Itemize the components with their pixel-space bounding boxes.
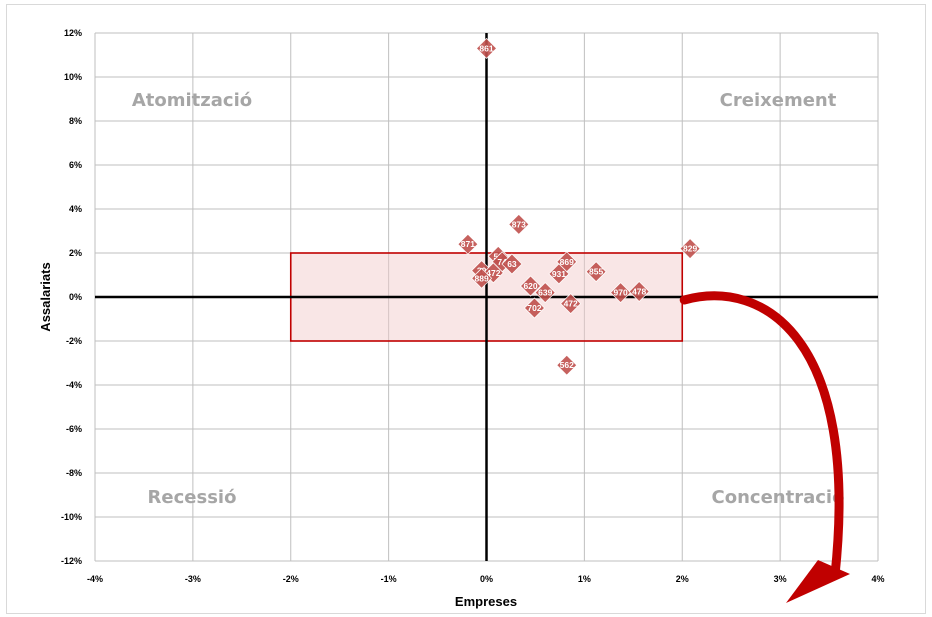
y-axis-title: Assalariats xyxy=(38,262,53,331)
data-point-label: 861 xyxy=(479,43,493,53)
x-tick-label: 3% xyxy=(774,574,787,584)
x-tick-label: -3% xyxy=(185,574,201,584)
data-point xyxy=(560,293,582,315)
concentration-arrow xyxy=(679,291,844,580)
data-point-label: 855 xyxy=(589,267,603,277)
x-tick-label: -1% xyxy=(381,574,397,584)
data-point xyxy=(519,275,542,297)
x-tick-label: -4% xyxy=(87,574,103,584)
x-tick-label: 4% xyxy=(871,574,884,584)
data-point-label: 562 xyxy=(560,360,574,370)
data-point-label: 63 xyxy=(507,259,517,269)
y-tick-label: -6% xyxy=(66,424,82,434)
chart-frame xyxy=(6,4,926,614)
data-point xyxy=(679,238,701,260)
data-point-label: 74 xyxy=(497,257,507,267)
data-point-label: 871 xyxy=(461,239,475,249)
data-point-label: 829 xyxy=(683,244,697,254)
y-tick-label: 0% xyxy=(69,292,82,302)
y-tick-label: -8% xyxy=(66,468,82,478)
data-point-label: 478 xyxy=(632,287,646,297)
data-point xyxy=(610,282,632,304)
data-point xyxy=(628,280,650,303)
arrow-layer xyxy=(679,291,850,603)
data-point xyxy=(548,263,570,285)
data-point xyxy=(523,297,546,319)
y-tick-label: 2% xyxy=(69,248,82,258)
data-point-label: 472 xyxy=(486,268,500,278)
data-point xyxy=(457,233,479,255)
data-point-label: 472 xyxy=(564,299,578,309)
y-tick-label: 10% xyxy=(64,72,82,82)
data-point xyxy=(508,213,530,235)
quadrant-label-top-right: Creixement xyxy=(720,90,837,111)
x-tick-label: 1% xyxy=(578,574,591,584)
y-tick-label: -10% xyxy=(61,512,82,522)
x-tick-label: 2% xyxy=(676,574,689,584)
data-point xyxy=(471,267,493,289)
point-layer: 8618738718295274638692047293185588962063… xyxy=(457,37,701,376)
data-point xyxy=(501,253,523,275)
data-point-label: 873 xyxy=(512,219,526,229)
x-axis-title: Empreses xyxy=(455,594,517,609)
concentration-arrowhead xyxy=(786,560,850,603)
y-tick-label: 8% xyxy=(69,116,82,126)
data-point-label: 702 xyxy=(527,303,541,313)
y-tick-label: 4% xyxy=(69,204,82,214)
data-point-label: 869 xyxy=(560,257,574,267)
data-point xyxy=(534,282,556,304)
y-tick-label: 12% xyxy=(64,28,82,38)
zero-axis-layer xyxy=(95,33,878,561)
data-point-label: 931 xyxy=(552,269,566,279)
data-point-label: 620 xyxy=(523,281,537,291)
data-point xyxy=(556,354,578,376)
tick-label-layer: -4% -3% -2% -1% 0% 1% 2% 3% 4% -12% -10% -8% -6% -4% -… xyxy=(61,28,885,584)
y-tick-label: -4% xyxy=(66,380,82,390)
data-point xyxy=(585,261,607,283)
quadrant-label-top-left: Atomització xyxy=(132,90,252,111)
x-tick-label: -2% xyxy=(283,574,299,584)
quadrant-label-bottom-left: Recessió xyxy=(148,487,237,508)
data-point-label: 639 xyxy=(538,288,552,298)
data-point-label: 889 xyxy=(475,273,489,283)
quadrant-label-layer: Atomització Creixement Recessió Concentr… xyxy=(132,90,845,508)
y-tick-label: -12% xyxy=(61,556,82,566)
y-tick-label: -2% xyxy=(66,336,82,346)
data-point-label: 970 xyxy=(613,288,627,298)
quadrant-label-bottom-right: Concentració xyxy=(712,487,845,508)
data-point xyxy=(475,37,498,59)
x-tick-label: 0% xyxy=(480,574,493,584)
y-tick-label: 6% xyxy=(69,160,82,170)
